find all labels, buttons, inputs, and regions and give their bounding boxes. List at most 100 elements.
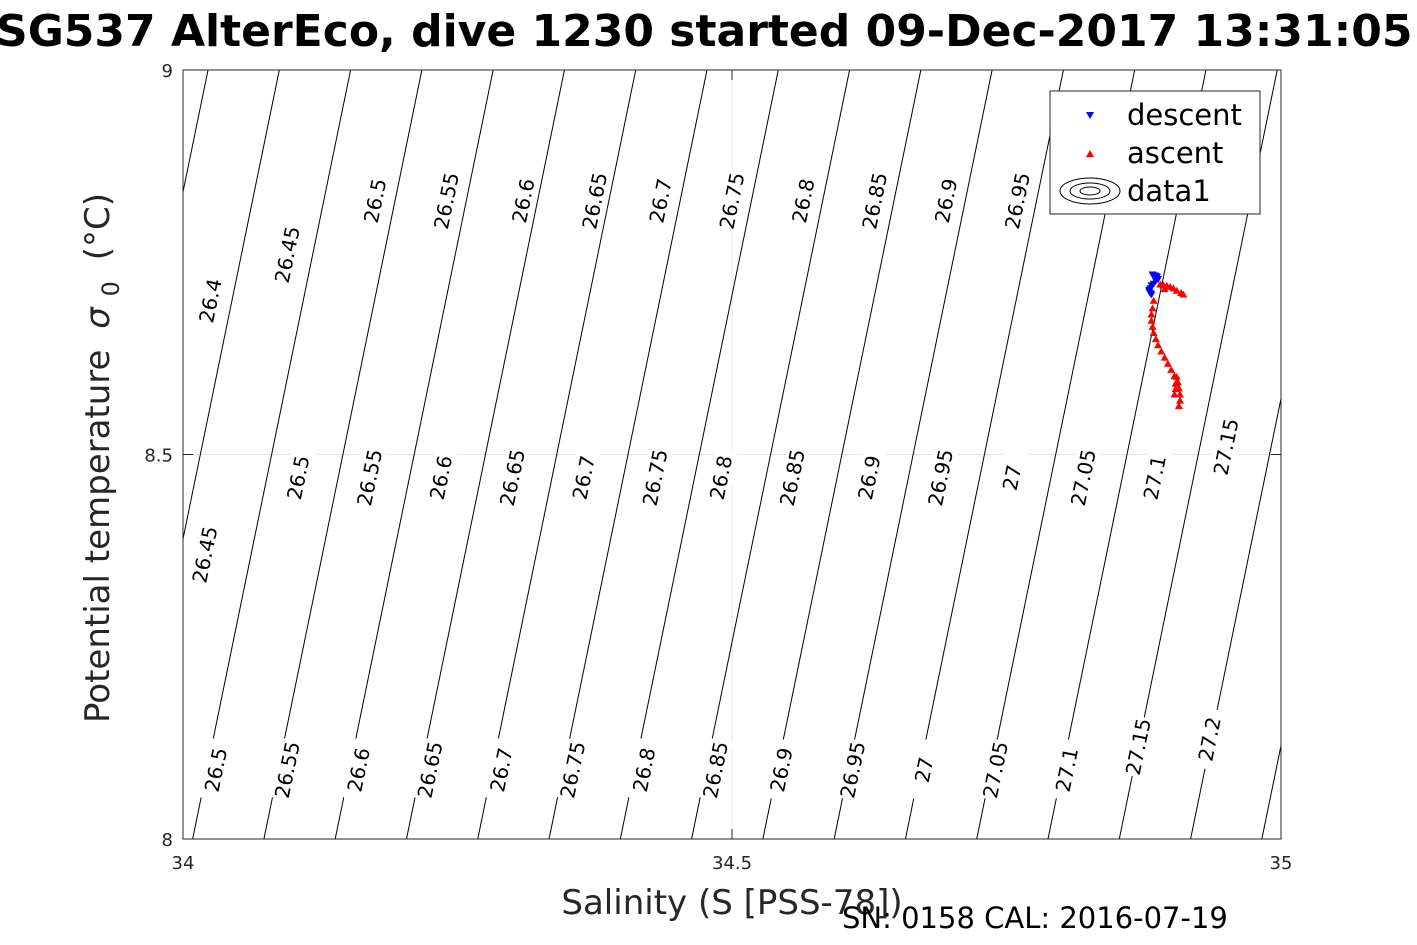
- contour-label-mask: [928, 168, 964, 233]
- ascent-point: [1172, 372, 1181, 380]
- descent-point: [1147, 291, 1156, 299]
- y-tick-label: 9: [162, 61, 173, 82]
- contour-label-mask: [565, 445, 602, 510]
- contour-label-mask: [351, 445, 388, 510]
- contour-label-mask: [714, 168, 750, 233]
- isopycnal-26.7: [477, 69, 637, 840]
- ascent-point: [1160, 353, 1169, 361]
- contour-label-mask: [774, 445, 811, 510]
- ascent-point: [1171, 379, 1180, 387]
- y-tick-label: 8.5: [144, 446, 173, 467]
- isopycnal-26.85: [691, 69, 851, 840]
- serial-calibration-footer: SN: 0158 CAL: 2016-07-19: [842, 901, 1228, 935]
- contour-label-mask: [483, 737, 520, 802]
- legend-data1-label: data1: [1127, 174, 1211, 208]
- isopycnal-26.75: [548, 69, 708, 840]
- y-axis-label: Potential temperature σ 0 (°C): [78, 193, 128, 723]
- contour-label-mask: [977, 737, 1014, 802]
- isopycnal-26.95: [833, 69, 993, 840]
- ascent-point: [1162, 282, 1171, 290]
- contour-label-mask: [1136, 445, 1173, 510]
- isopycnal-26.4: [182, 69, 209, 192]
- contour-label-mask: [340, 737, 377, 802]
- y-axis-label-subscript: 0: [97, 281, 125, 296]
- isopycnal-26.55: [263, 69, 423, 840]
- contour-label-mask: [906, 737, 942, 802]
- contour-label-mask: [642, 168, 679, 233]
- ascent-point: [1170, 390, 1179, 398]
- contour-label-mask: [412, 737, 448, 802]
- x-tick-label: 34: [172, 853, 195, 874]
- contour-label-mask: [994, 445, 1030, 510]
- ascent-point: [1167, 365, 1176, 373]
- ascent-point: [1171, 385, 1180, 393]
- legend-descent-marker: [1086, 112, 1094, 119]
- isopycnal-26.9: [762, 69, 922, 840]
- ascent-point: [1149, 328, 1158, 336]
- contour-label-mask: [697, 737, 734, 802]
- ascent-point: [1151, 335, 1160, 343]
- ascent-point: [1177, 289, 1186, 297]
- contour-label-mask: [269, 222, 306, 287]
- isopycnal-27: [904, 69, 1064, 840]
- contour-label-mask: [576, 168, 613, 233]
- contour-label-mask: [192, 268, 229, 333]
- ascent-point: [1148, 322, 1157, 330]
- legend-descent-label: descent: [1127, 98, 1242, 132]
- isopycnal-26.6: [334, 69, 494, 840]
- chart-title: SG537 AlterEco, dive 1230 started 09-Dec…: [0, 6, 1412, 57]
- ascent-point: [1174, 402, 1183, 410]
- isopycnal-26.5: [192, 69, 352, 840]
- isopycnal-26.8: [619, 69, 779, 840]
- contour-label-mask: [1049, 737, 1085, 802]
- ascent-point: [1147, 316, 1156, 324]
- x-tick-label: 34.5: [712, 853, 752, 874]
- ascent-point: [1156, 280, 1165, 288]
- axis-ticks: 34 34.5 35 8 8.5 9: [144, 61, 1292, 874]
- legend-box: [1049, 90, 1261, 215]
- contour-label-mask: [198, 737, 234, 802]
- legend: descent ascent data1: [1049, 90, 1261, 215]
- ascent-point: [1154, 341, 1163, 349]
- y-axis-label-unit: (°C): [78, 193, 118, 260]
- contour-label-mask: [494, 445, 531, 510]
- contour-label-mask: [637, 445, 673, 510]
- contour-label-mask: [423, 445, 459, 510]
- ascent-point: [1149, 296, 1158, 304]
- isopycnal-26.65: [405, 69, 565, 840]
- y-axis-label-symbol: σ: [78, 306, 118, 329]
- contour-label-mask: [554, 737, 591, 802]
- contour-label-mask: [1065, 445, 1102, 510]
- legend-ascent-marker: [1086, 150, 1094, 157]
- contour-label-mask: [851, 445, 888, 510]
- ascent-point: [1157, 347, 1166, 355]
- contour-label-mask: [785, 168, 822, 233]
- data-points: [1145, 271, 1188, 410]
- contour-label-mask: [703, 445, 739, 510]
- contour-label: 27: [998, 463, 1027, 493]
- x-axis-label: Salinity (S [PSS-78]): [561, 883, 902, 923]
- contour-label-mask: [505, 168, 542, 233]
- contour-label: 27: [910, 755, 939, 785]
- y-axis-label-group: Potential temperature σ 0 (°C): [78, 193, 128, 723]
- y-tick-label: 8: [162, 830, 173, 851]
- contour-label-mask: [428, 168, 465, 233]
- contour-label-mask: [187, 522, 223, 587]
- contour-label-mask: [763, 737, 800, 802]
- contour-label-mask: [280, 445, 317, 510]
- contour-label-mask: [269, 737, 306, 802]
- ascent-point: [1175, 396, 1184, 404]
- y-axis-label-text: Potential temperature: [78, 350, 118, 723]
- legend-contour-icon: [1059, 177, 1121, 205]
- contour-label-mask: [834, 737, 871, 802]
- contour-label-mask: [1120, 714, 1157, 779]
- ascent-point: [1148, 304, 1157, 312]
- ascent-point: [1147, 310, 1156, 318]
- contour-label-mask: [626, 737, 662, 802]
- contour-label-mask: [1191, 707, 1228, 771]
- contour-label-mask: [357, 168, 393, 233]
- contour-label-mask: [856, 168, 893, 233]
- contour-label-mask: [922, 445, 959, 510]
